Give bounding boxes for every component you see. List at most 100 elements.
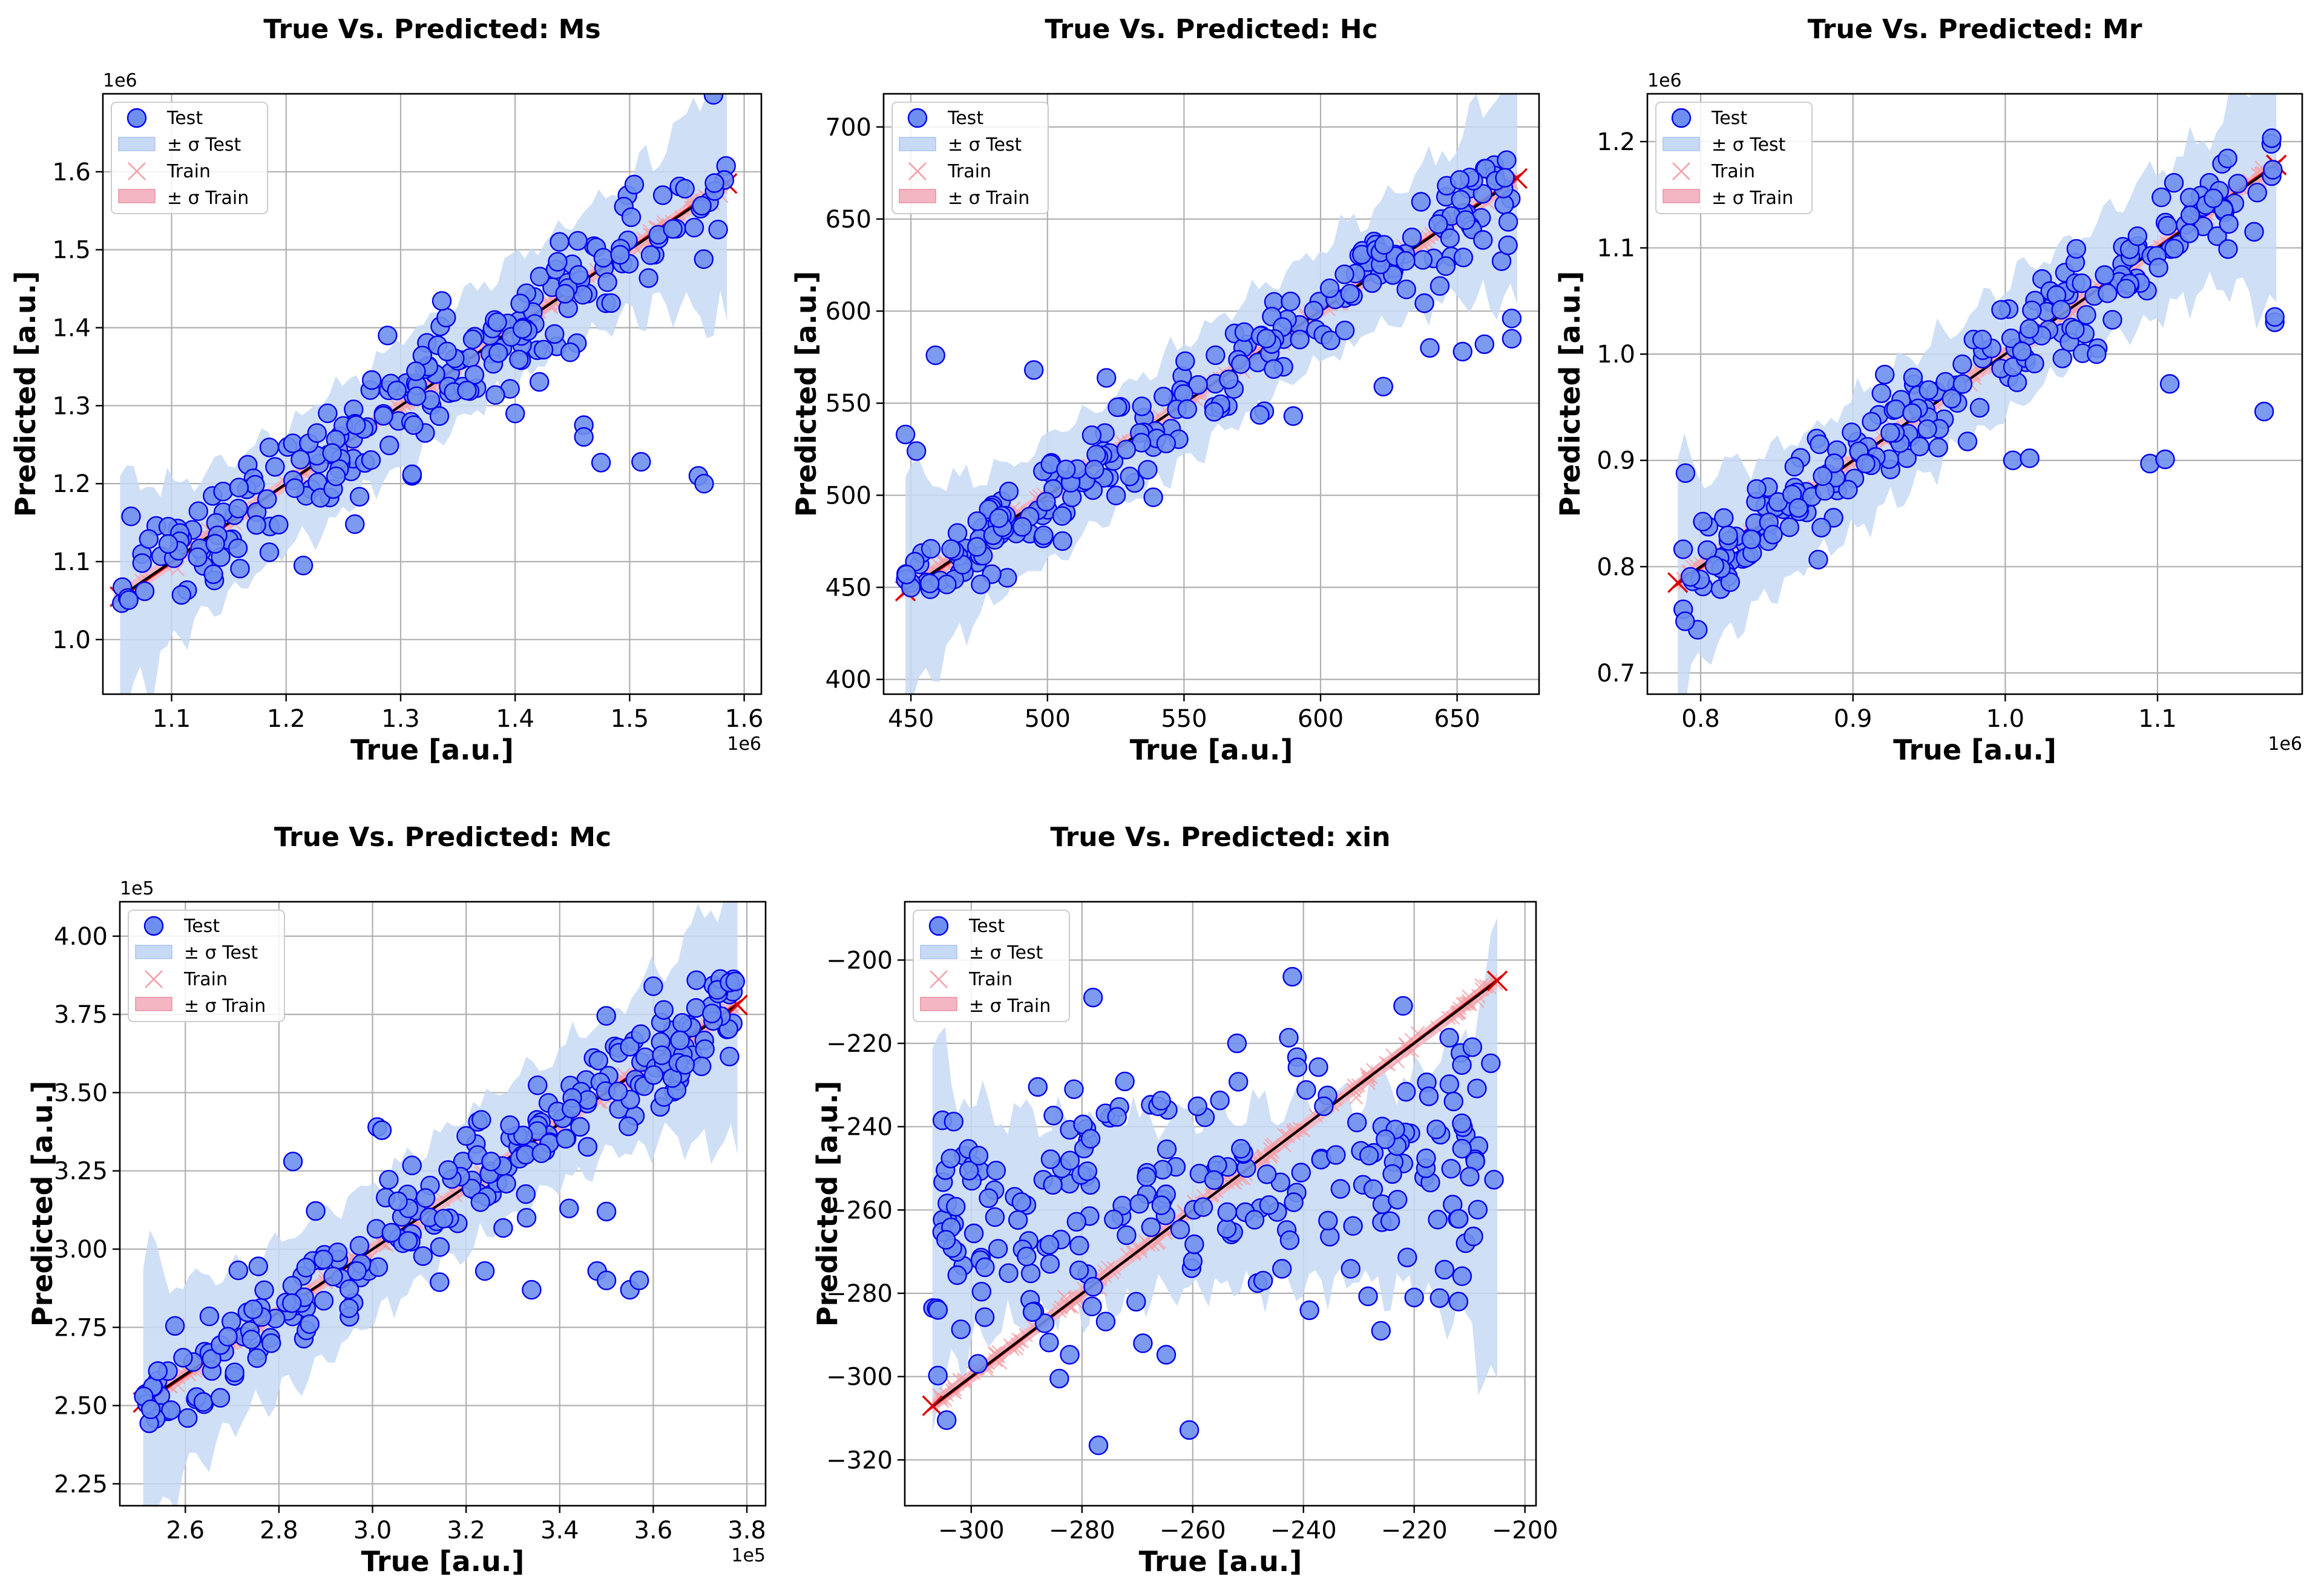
axes-frame [1646,93,2303,695]
test-point [967,511,987,531]
test-point [1052,506,1072,526]
test-point [1039,1235,1060,1255]
test-point [967,537,987,557]
test-point [1082,425,1102,445]
test-point [2072,273,2092,294]
x-tick-label: 1.2 [267,705,306,733]
test-point [1856,453,1876,474]
test-point [555,284,575,304]
legend-train-label: Train [166,161,211,182]
x-offset-label: 1e6 [727,733,761,755]
legend-train-band-label: ± σ Train [184,996,266,1017]
test-point [1052,531,1072,551]
test-point [283,1151,303,1172]
test-point [134,581,155,602]
legend-train-band-swatch [920,997,957,1011]
test-point [1741,530,1761,550]
legend: Test ± σ Test Train ± σ Train [913,910,1070,1022]
test-point [968,1146,989,1166]
train-marker [543,300,559,314]
test-point [1017,1246,1037,1267]
test-point [261,1333,281,1353]
test-point [372,1120,392,1140]
test-point [2148,258,2168,278]
test-point [979,1188,999,1209]
test-point [691,1056,712,1077]
test-point [2024,353,2044,373]
axes-frame [882,93,1540,695]
legend-test-label: Test [968,916,1005,937]
test-point [188,501,208,521]
test-point [631,451,651,472]
test-point [1117,1225,1137,1245]
test-point [652,185,673,205]
test-point [178,1408,198,1428]
test-point [988,1239,1008,1259]
test-point [2262,128,2282,148]
test-point [1362,273,1382,293]
x-tick-label: 3.2 [447,1517,485,1544]
test-point [1393,996,1413,1016]
test-point [1969,398,1990,418]
test-point [1170,1219,1190,1239]
y-tick-label: −260 [826,1196,893,1224]
test-point [2095,265,2115,285]
x-tick-label: 1.5 [611,705,649,733]
test-point [1452,1113,1472,1134]
axes-frame [102,93,763,695]
test-point [346,415,366,435]
test-point [510,294,530,313]
test-point [313,1291,334,1311]
test-point [1187,1096,1207,1117]
test-point [361,450,381,470]
test-point [1917,419,1937,439]
test-point [629,1270,649,1290]
test-point [1034,1313,1055,1333]
test-point [1747,479,1767,499]
plot-area [894,94,1528,694]
y-offset-label: 1e6 [1647,70,1682,91]
x-tick-label: 3.6 [634,1517,673,1544]
test-point [624,174,645,195]
test-point [1434,1259,1455,1280]
test-point [1440,228,1460,248]
x-tick-label: −300 [938,1517,1005,1544]
test-point [531,1143,551,1163]
test-point [2254,401,2274,422]
test-point [1957,432,1978,451]
test-point [1810,434,1830,454]
train-marker [1263,1149,1278,1164]
test-point [1318,1210,1338,1231]
legend-box [891,102,1049,214]
test-point [2204,188,2224,208]
test-point [307,423,327,443]
test-point [1838,479,1858,500]
test-point [2179,188,2200,208]
axes-frame [904,901,1537,1507]
test-point [402,1155,422,1175]
y-tick-label: 3.75 [54,1001,108,1029]
test-point [210,1388,231,1408]
test-point [293,556,313,576]
legend-train-marker [1672,162,1690,180]
y-tick-label: 500 [826,482,872,510]
test-point [378,326,398,346]
test-point [703,94,724,105]
test-point [339,1279,359,1299]
test-point [1204,1170,1224,1190]
test-point [654,1000,674,1020]
test-point [230,559,250,579]
chart-panel-0: True Vs. Predicted: Ms 1.1 1.2 1.3 1.4 1.5 1.6… [9,14,763,766]
test-point [1049,1368,1069,1389]
y-offset-label: 1e5 [120,878,154,899]
legend-box [128,910,285,1022]
test-point [896,565,917,585]
test-point [430,1237,450,1257]
plot-area [1667,94,2287,694]
test-point [1206,345,1226,366]
test-point [2022,300,2042,320]
test-point [725,971,746,992]
legend-train-marker [128,162,146,180]
test-point [1227,1033,1247,1054]
legend-test-band-label: ± σ Test [184,942,258,963]
